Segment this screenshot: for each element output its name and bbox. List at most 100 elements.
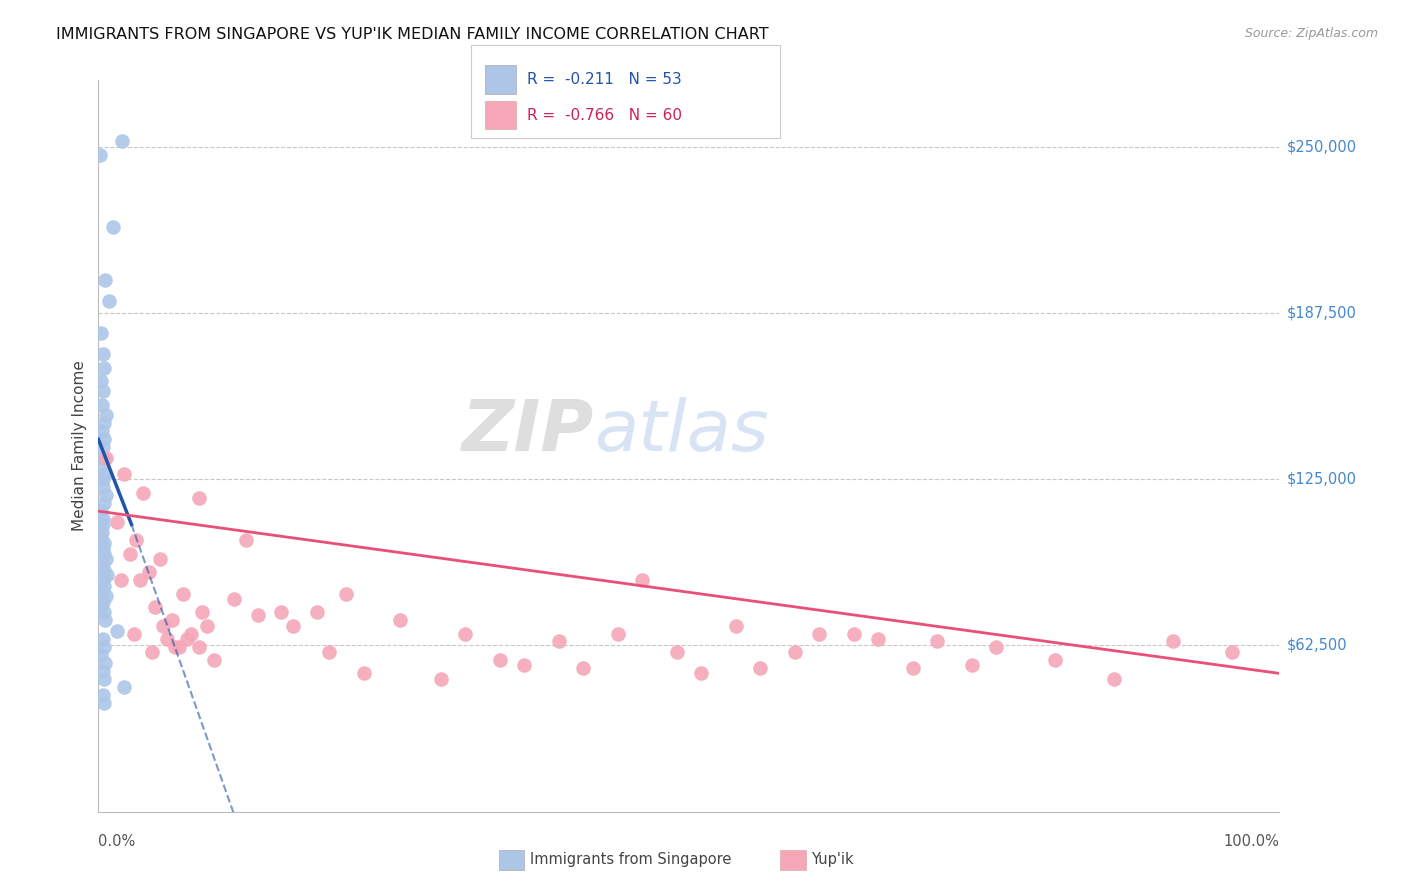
Point [93, 417, 115, 431]
Point [785, 645, 807, 659]
Point [94, 488, 117, 502]
Point [91, 541, 114, 556]
Point [91, 574, 114, 588]
Point [93, 563, 115, 577]
Point [270, 605, 292, 619]
Text: R =  -0.766   N = 60: R = -0.766 N = 60 [527, 108, 682, 122]
Point [93, 433, 115, 447]
Point [96, 568, 118, 582]
Point [94, 450, 117, 465]
Point [94, 589, 117, 603]
Point [180, 626, 202, 640]
Point [93, 496, 115, 510]
Point [94, 273, 117, 287]
Point [93, 450, 115, 465]
Text: $62,500: $62,500 [1286, 638, 1347, 653]
Point [246, 607, 269, 622]
Point [94, 552, 117, 566]
Text: $125,000: $125,000 [1286, 472, 1357, 487]
Point [93, 360, 115, 375]
Point [91, 594, 114, 608]
Point [630, 574, 652, 588]
Point [94, 613, 117, 627]
Point [1043, 653, 1066, 667]
Point [1220, 645, 1243, 659]
Point [512, 658, 534, 673]
Text: $187,500: $187,500 [1286, 306, 1357, 320]
Text: Yup'ik: Yup'ik [811, 853, 853, 867]
Point [283, 618, 305, 632]
Point [105, 515, 128, 529]
Point [430, 672, 453, 686]
Point [224, 591, 246, 606]
Point [91, 472, 114, 486]
Point [91, 525, 114, 540]
Point [903, 661, 925, 675]
Point [91, 664, 114, 678]
Point [453, 626, 475, 640]
Point [141, 645, 163, 659]
Point [91, 398, 114, 412]
Point [91, 512, 114, 526]
Point [90, 504, 112, 518]
Point [548, 634, 571, 648]
Point [93, 547, 115, 561]
Point [93, 640, 115, 654]
Point [93, 696, 115, 710]
Point [112, 467, 135, 481]
Point [666, 645, 689, 659]
Point [191, 605, 214, 619]
Point [94, 467, 117, 481]
Point [90, 531, 112, 545]
Point [93, 536, 115, 550]
Point [143, 599, 166, 614]
Point [1161, 634, 1184, 648]
Point [353, 666, 375, 681]
Point [89, 147, 111, 161]
Point [93, 579, 115, 593]
Point [807, 626, 830, 640]
Point [152, 618, 174, 632]
Point [167, 640, 190, 654]
Point [91, 688, 114, 702]
Point [844, 626, 866, 640]
Point [202, 653, 225, 667]
Point [388, 613, 411, 627]
Point [962, 658, 984, 673]
Text: atlas: atlas [595, 397, 769, 466]
Point [91, 632, 114, 646]
Point [138, 566, 160, 580]
Point [149, 552, 172, 566]
Point [748, 661, 770, 675]
Text: ZIP: ZIP [463, 397, 595, 466]
Y-axis label: Median Family Income: Median Family Income [72, 360, 87, 532]
Point [94, 409, 117, 423]
Point [105, 624, 128, 638]
Point [90, 374, 112, 388]
Point [91, 517, 114, 532]
Text: IMMIGRANTS FROM SINGAPORE VS YUP'IK MEDIAN FAMILY INCOME CORRELATION CHART: IMMIGRANTS FROM SINGAPORE VS YUP'IK MEDI… [56, 27, 769, 42]
Point [93, 672, 115, 686]
Text: 100.0%: 100.0% [1223, 834, 1279, 848]
Text: R =  -0.211   N = 53: R = -0.211 N = 53 [527, 72, 682, 87]
Point [125, 533, 148, 548]
Point [91, 558, 114, 572]
Point [94, 656, 117, 670]
Point [91, 440, 114, 454]
Point [90, 458, 112, 473]
Point [187, 640, 209, 654]
Point [176, 632, 198, 646]
Point [122, 626, 145, 640]
Point [91, 480, 114, 494]
Point [112, 680, 135, 694]
Point [110, 574, 132, 588]
Point [120, 547, 142, 561]
Point [235, 533, 257, 548]
Point [165, 640, 187, 654]
Point [91, 347, 114, 361]
Point [90, 584, 112, 599]
Point [489, 653, 512, 667]
Point [91, 425, 114, 439]
Point [925, 634, 948, 648]
Point [195, 618, 218, 632]
